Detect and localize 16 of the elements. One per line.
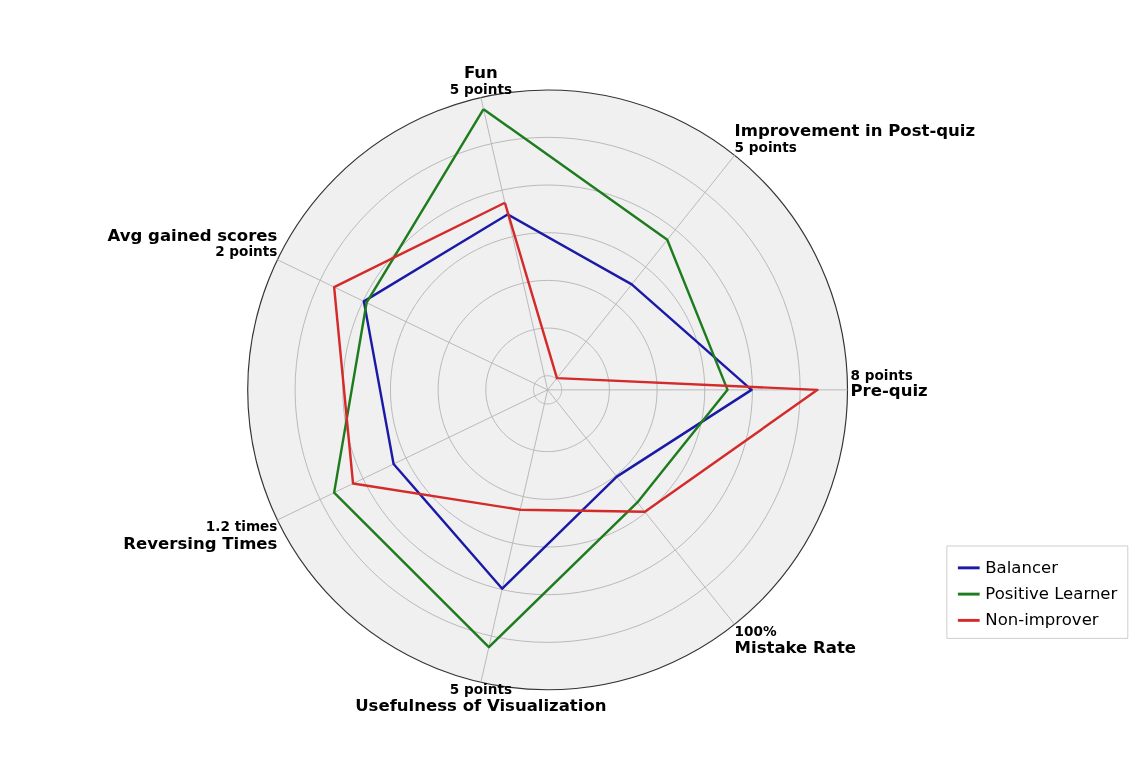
text: 5 points (449, 680, 512, 697)
spoke-label: Mistake Rate (734, 638, 857, 658)
legend-label: Non-improver (985, 610, 1099, 630)
text: 1.2 times (205, 518, 278, 535)
text: 8 points (850, 367, 913, 384)
text: 2 points (215, 243, 278, 260)
legend-label: Balancer (985, 557, 1059, 577)
text: 5 points (449, 80, 512, 97)
spoke-label: Avg gained scores (107, 225, 278, 245)
text: 100% (734, 622, 777, 639)
spoke-label: Improvement in Post-quiz (734, 121, 976, 141)
text: 5 points (734, 138, 797, 155)
spoke-label: Usefulness of Visualization (355, 696, 607, 716)
spoke-label: Fun (463, 63, 498, 83)
spoke-label: Reversing Times (123, 533, 278, 553)
legend-label: Positive Learner (985, 583, 1118, 603)
